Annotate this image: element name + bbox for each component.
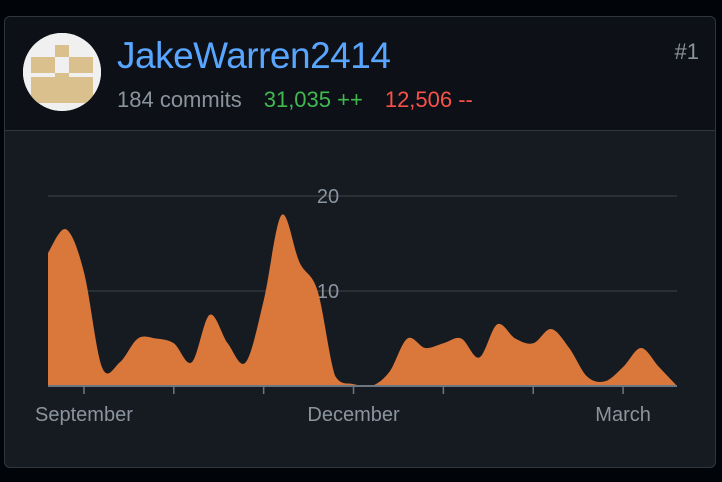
- rank-label: #1: [674, 39, 699, 64]
- chart-y-tick-labels: 10 20: [317, 186, 339, 303]
- avatar-identicon: [23, 33, 101, 111]
- contribution-stats: 184 commits 31,035 ++ 12,506 --: [117, 89, 473, 111]
- commits-count[interactable]: 184 commits: [117, 87, 242, 112]
- contributor-header: JakeWarren2414 184 commits 31,035 ++ 12,50…: [5, 17, 715, 131]
- commit-activity-area: [48, 214, 677, 386]
- y-tick-label-0: 10: [317, 281, 339, 303]
- x-tick-label-3: December: [307, 404, 400, 426]
- chart-gridlines: [48, 195, 677, 292]
- avatar[interactable]: [23, 33, 101, 111]
- x-tick-label-0: September: [35, 404, 133, 426]
- contributor-card: JakeWarren2414 184 commits 31,035 ++ 12,50…: [4, 16, 716, 468]
- x-tick-label-6: March: [595, 404, 651, 426]
- deletions-count: 12,506 --: [384, 87, 473, 112]
- chart-x-axis: September December March: [35, 385, 677, 426]
- commit-activity-chart: 10 20 September December March: [35, 186, 677, 426]
- username-link[interactable]: JakeWarren2414: [117, 35, 391, 76]
- y-tick-label-1: 20: [317, 186, 339, 208]
- additions-count: 31,035 ++: [263, 87, 363, 112]
